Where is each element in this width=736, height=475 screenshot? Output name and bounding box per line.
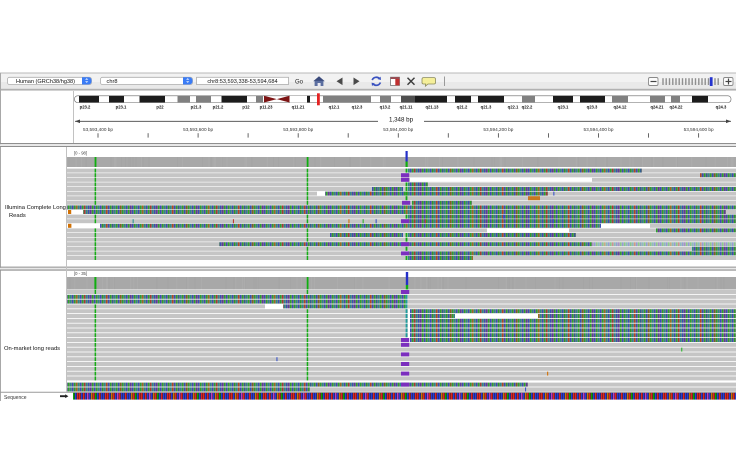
svg-text:53,594,200 bp: 53,594,200 bp — [483, 127, 513, 132]
svg-text:On-market long reads: On-market long reads — [4, 346, 60, 352]
svg-text:q21.13: q21.13 — [425, 105, 439, 110]
svg-text:1,348 bp: 1,348 bp — [389, 117, 414, 124]
svg-text:q24.12: q24.12 — [613, 105, 627, 110]
svg-text:[0 - 35]: [0 - 35] — [74, 271, 87, 276]
svg-text:q12.1: q12.1 — [329, 105, 340, 110]
svg-text:53,593,400 bp: 53,593,400 bp — [83, 127, 113, 132]
svg-text:Human (GRCh38/hg38): Human (GRCh38/hg38) — [16, 79, 75, 85]
svg-text:53,594,400 bp: 53,594,400 bp — [584, 127, 614, 132]
svg-text:q21.11: q21.11 — [400, 105, 413, 110]
svg-text:Sequence: Sequence — [4, 395, 27, 401]
svg-text:53,593,800 bp: 53,593,800 bp — [283, 127, 313, 132]
svg-text:q12.3: q12.3 — [352, 105, 363, 110]
svg-text:q21.3: q21.3 — [481, 105, 492, 110]
svg-text:q22.2: q22.2 — [522, 105, 533, 110]
svg-text:p23.1: p23.1 — [116, 105, 127, 110]
svg-text:q11.21: q11.21 — [292, 105, 305, 110]
svg-text:53,594,600 bp: 53,594,600 bp — [684, 127, 714, 132]
svg-text:Illumina Complete Long: Illumina Complete Long — [5, 205, 66, 211]
svg-text:p21.2: p21.2 — [213, 105, 224, 110]
svg-text:q24.21: q24.21 — [650, 105, 664, 110]
svg-text:53,594,000 bp: 53,594,000 bp — [383, 127, 413, 132]
svg-text:q13.2: q13.2 — [380, 105, 391, 110]
svg-text:chr8: chr8 — [107, 79, 118, 85]
svg-text:q22.1: q22.1 — [508, 105, 519, 110]
svg-text:p12: p12 — [242, 105, 250, 110]
svg-text:p11.23: p11.23 — [260, 105, 273, 110]
svg-text:q21.2: q21.2 — [457, 105, 468, 110]
svg-text:p22: p22 — [156, 105, 164, 110]
svg-text:53,593,600 bp: 53,593,600 bp — [183, 127, 213, 132]
svg-text:q24.22: q24.22 — [669, 105, 683, 110]
svg-text:Reads: Reads — [9, 213, 26, 219]
svg-text:q23.1: q23.1 — [558, 105, 569, 110]
svg-text:chr8:53,593,338-53,594,684: chr8:53,593,338-53,594,684 — [207, 79, 277, 85]
svg-text:q23.3: q23.3 — [587, 105, 598, 110]
svg-text:p21.3: p21.3 — [191, 105, 202, 110]
svg-text:p23.2: p23.2 — [80, 105, 91, 110]
svg-text:[0 - 98]: [0 - 98] — [74, 151, 87, 156]
svg-text:Go: Go — [295, 79, 304, 85]
svg-text:q24.3: q24.3 — [716, 105, 727, 110]
